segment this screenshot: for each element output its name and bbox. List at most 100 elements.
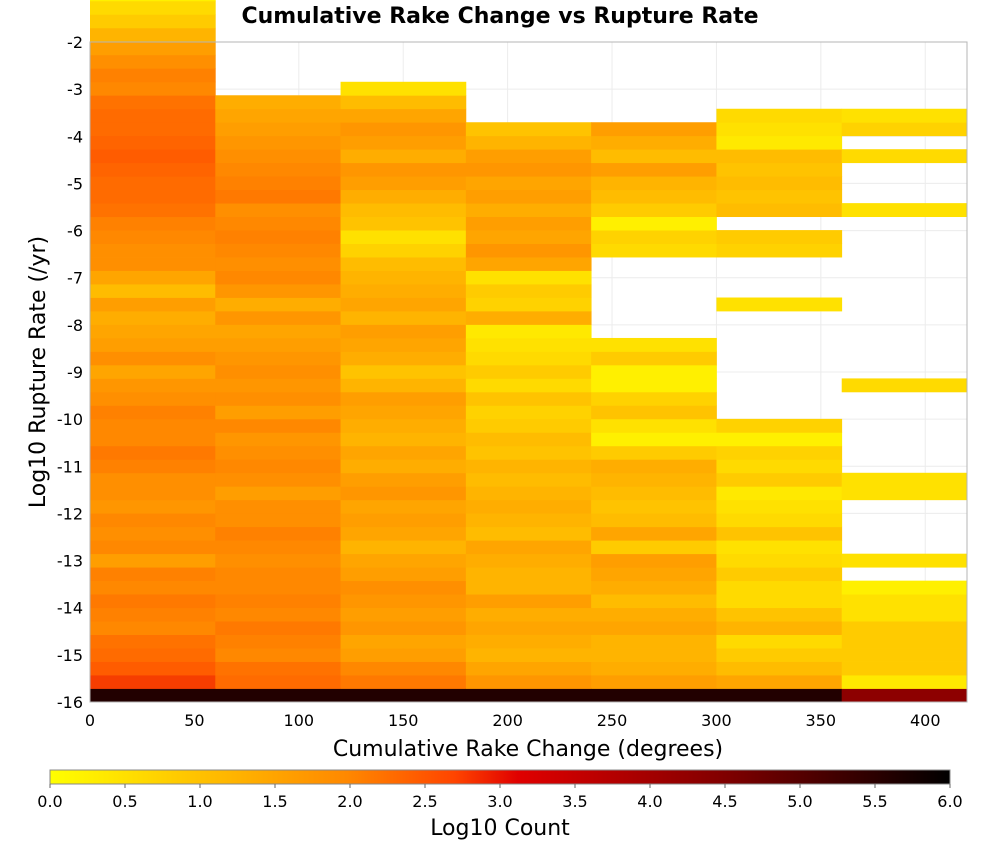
- heatmap-cell: [591, 607, 717, 622]
- heatmap-cell: [716, 189, 843, 204]
- heatmap-cell: [90, 68, 216, 83]
- heatmap-cell: [215, 580, 341, 595]
- heatmap-cell: [90, 0, 216, 15]
- heatmap-cell: [591, 189, 717, 204]
- heatmap-cell: [90, 675, 216, 689]
- heatmap-cell: [465, 324, 592, 339]
- heatmap-cell: [591, 580, 717, 595]
- heatmap-cell: [716, 661, 843, 676]
- heatmap-cell: [90, 391, 216, 406]
- heatmap-cell: [90, 567, 216, 582]
- heatmap-cell: [215, 553, 341, 568]
- heatmap-cell: [465, 459, 592, 474]
- heatmap-cell: [591, 486, 717, 501]
- heatmap-cell: [465, 594, 592, 609]
- y-tick-label: -12: [57, 504, 83, 523]
- heatmap-cell: [215, 378, 341, 393]
- heatmap-cell: [215, 176, 341, 191]
- heatmap-cell: [841, 378, 968, 393]
- heatmap-cell: [465, 297, 592, 312]
- heatmap-cell: [340, 540, 467, 555]
- chart-title: Cumulative Rake Change vs Rupture Rate: [241, 4, 758, 29]
- heatmap-cell: [465, 391, 592, 406]
- heatmap-cell: [716, 594, 843, 609]
- heatmap-cell: [90, 607, 216, 622]
- heatmap-cell: [716, 176, 843, 191]
- y-tick-label: -6: [67, 222, 83, 241]
- heatmap-cell: [591, 351, 717, 366]
- heatmap-cell: [215, 243, 341, 258]
- heatmap-cell: [465, 526, 592, 541]
- heatmap-cell: [90, 27, 216, 42]
- heatmap-cell: [90, 0, 216, 2]
- heatmap-cell: [340, 648, 467, 662]
- heatmap-cell: [90, 324, 216, 339]
- heatmap-cell: [215, 472, 341, 487]
- heatmap-cell: [340, 243, 467, 258]
- heatmap-cell: [215, 540, 341, 555]
- heatmap-cell: [90, 553, 216, 568]
- colorbar-ticks: 0.0 0.5 1.0 1.5 2.0 2.5 3.0 3.5 4.0 4.5 5.0 5.5 6.0: [37, 784, 963, 811]
- heatmap-cell: [465, 540, 592, 555]
- heatmap-cell: [90, 472, 216, 487]
- plot-border: [89, 41, 968, 703]
- heatmap-cell: [340, 270, 467, 285]
- heatmap-cell: [340, 284, 467, 298]
- colorbar-tick-label: 1.0: [187, 792, 212, 811]
- heatmap-cell: [841, 122, 968, 137]
- heatmap-cell: [340, 675, 467, 689]
- heatmap-cell: [716, 203, 843, 218]
- heatmap-cell: [215, 445, 341, 460]
- heatmap-cell: [215, 432, 341, 447]
- heatmap-cell: [215, 284, 341, 298]
- colorbar-tick-label: 6.0: [937, 792, 962, 811]
- heatmap-cell: [841, 149, 968, 164]
- heatmap-cell: [215, 675, 341, 689]
- heatmap-cell: [841, 675, 968, 689]
- heatmap-cell: [90, 594, 216, 609]
- heatmap-cell: [465, 162, 592, 177]
- heatmap-cell: [90, 364, 216, 379]
- heatmap-cell: [90, 432, 216, 447]
- heatmap-cell: [215, 661, 341, 676]
- heatmap-cell: [716, 108, 843, 123]
- heatmap-cell: [340, 553, 467, 568]
- heatmap-cell: [841, 580, 968, 595]
- heatmap-cell: [591, 567, 717, 582]
- y-tick-label: -8: [67, 316, 83, 335]
- heatmap-cell: [215, 203, 341, 218]
- heatmap-cell: [215, 351, 341, 366]
- heatmap-cell: [340, 513, 467, 528]
- heatmap-cell: [90, 149, 216, 164]
- heatmap-cell: [340, 337, 467, 352]
- heatmap-cell: [340, 445, 467, 460]
- heatmap-cell: [215, 418, 341, 433]
- heatmap-cell: [215, 189, 341, 204]
- heatmap-cell: [465, 499, 592, 514]
- heatmap-cell: [340, 324, 467, 339]
- colorbar: [49, 769, 951, 785]
- heatmap-cell: [591, 675, 717, 689]
- heatmap-cell: [591, 648, 717, 662]
- heatmap-cell: [340, 297, 467, 312]
- heatmap-cell: [465, 661, 592, 676]
- x-tick-label: 400: [910, 711, 941, 730]
- y-tick-label: -2: [67, 33, 83, 52]
- heatmap-cell: [591, 230, 717, 244]
- heatmap-cell: [591, 459, 717, 474]
- y-axis-ticks: -2 -3 -4 -5 -6 -7 -8 -9 -10 -11 -12 -13 -14 -15 -16: [57, 33, 83, 712]
- heatmap-cell: [215, 526, 341, 541]
- heatmap-cell: [340, 567, 467, 582]
- heatmap-cell: [90, 621, 216, 635]
- heatmap-cell: [90, 351, 216, 366]
- heatmap-cell: [340, 472, 467, 487]
- heatmap-cell: [591, 243, 717, 258]
- heatmap-cell: [465, 486, 592, 501]
- heatmap-cell: [465, 284, 592, 298]
- heatmap-cell: [90, 54, 216, 69]
- heatmap-cell: [90, 378, 216, 393]
- heatmap-cell: [465, 675, 592, 689]
- colorbar-tick-label: 3.5: [562, 792, 587, 811]
- heatmap-cell: [465, 621, 592, 635]
